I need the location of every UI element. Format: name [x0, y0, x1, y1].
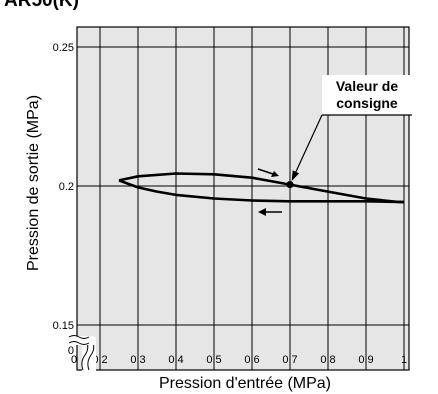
annotation-leader [294, 114, 323, 174]
annotation: Valeur de consigne [291, 75, 414, 181]
direction-arrows [257, 168, 282, 216]
x-tick-label: 0.8 [320, 354, 335, 366]
y-axis-break-gap [76, 336, 94, 345]
annotation-background [322, 75, 414, 115]
x-tick-label: 1 [401, 354, 407, 366]
series-line [118, 179, 405, 204]
plot-frame [76, 26, 410, 371]
x-axis-break-gap [82, 337, 96, 371]
x-tick-label: 0.5 [206, 354, 221, 366]
y-tick-labels: 0 0.15 0.2 0.25 [53, 42, 74, 357]
series-group [118, 172, 405, 204]
y-axis-label: Pression de sortie (MPa) [25, 95, 42, 271]
chart-title: AR50(K) [4, 0, 79, 11]
annotation-line-1: Valeur de [336, 78, 398, 94]
x-tick-labels: 0 0.2 0.3 0.4 0.5 0.6 0.7 0.8 0.9 1 [71, 354, 407, 366]
x-tick-label: 0.6 [244, 354, 259, 366]
annotation-line-2: consigne [336, 95, 398, 111]
x-tick-label: 0.7 [282, 354, 297, 366]
upper-direction-arrowhead [271, 171, 279, 177]
series-line [118, 172, 405, 204]
lower-direction-arrowhead [258, 208, 266, 216]
y-tick-label: 0.2 [59, 181, 74, 193]
y-tick-label: 0 [68, 345, 74, 357]
x-axis-label: Pression d'entrée (MPa) [159, 375, 331, 392]
x-tick-label: 0.4 [168, 354, 183, 366]
axis-break [68, 335, 96, 371]
x-tick-label: 0.2 [92, 354, 107, 366]
annotation-arrowhead [291, 170, 300, 181]
x-tick-label: 0 [71, 354, 77, 366]
x-tick-label: 0.3 [130, 354, 145, 366]
y-tick-label: 0.25 [53, 42, 74, 54]
x-tick-label: 0.9 [358, 354, 373, 366]
set-point-marker [286, 181, 294, 189]
y-axis-break-mark [68, 341, 90, 345]
y-tick-label: 0.15 [53, 320, 74, 332]
y-axis-break-mark [68, 335, 90, 339]
